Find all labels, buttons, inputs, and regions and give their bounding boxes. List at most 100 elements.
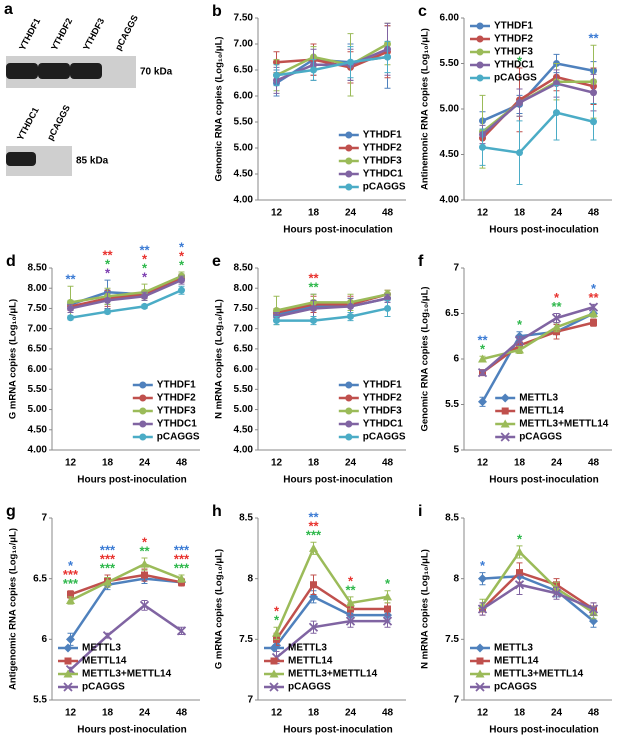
legend-label: YTHDF3: [494, 47, 533, 58]
size-marker: 85 kDa: [76, 156, 109, 167]
legend-label: METTL14: [519, 406, 564, 417]
series-line: [70, 276, 183, 308]
y-tick-label: 8.5: [239, 513, 253, 524]
y-axis-label: Antigenomic RNA copies (Log₁₀/μL): [8, 528, 19, 690]
marker: [382, 616, 393, 626]
legend-label: METTL3: [519, 393, 558, 404]
series-line: [481, 305, 594, 374]
significance: ***: [100, 560, 116, 575]
y-axis-label: Genomic RNA copies (Log₁₀/μL): [214, 36, 225, 181]
significance: ***: [100, 551, 116, 566]
marker: [177, 574, 186, 583]
marker: [551, 588, 562, 598]
legend-label: METTL3+METTL14: [519, 419, 609, 430]
legend-label: pCAGGS: [363, 432, 406, 443]
legend-marker: [139, 381, 147, 389]
legend-label: pCAGGS: [494, 73, 537, 84]
series-line: [69, 577, 182, 641]
y-tick-label: 7.50: [28, 303, 48, 314]
significance: **: [477, 333, 488, 348]
x-tick-label: 12: [271, 708, 283, 719]
significance: *: [348, 573, 354, 588]
lane-label: YTHDC1: [15, 106, 41, 142]
x-tick-label: 12: [271, 208, 283, 219]
marker: [346, 598, 355, 607]
marker: [514, 336, 525, 346]
y-axis-label: G mRNA copies (Log₁₀/μL): [214, 549, 225, 669]
legend-marker: [345, 183, 353, 191]
panel-letter: g: [6, 503, 16, 520]
significance: *: [179, 239, 185, 254]
x-tick-label: 18: [102, 708, 114, 719]
legend-label: YTHDF3: [363, 406, 402, 417]
significance: *: [517, 53, 523, 68]
marker: [551, 313, 562, 323]
legend-label: METTL3: [82, 643, 121, 654]
marker: [345, 616, 356, 626]
y-tick-label: 5.50: [234, 117, 254, 128]
series-line: [276, 307, 388, 322]
blot-band: [70, 63, 102, 79]
series-line: [481, 62, 594, 122]
marker: [102, 631, 113, 641]
x-tick-label: 18: [308, 208, 320, 219]
significance: ***: [100, 542, 116, 557]
series-line: [70, 573, 182, 596]
legend-label: YTHDF2: [363, 393, 402, 404]
series-line: [275, 619, 388, 659]
legend-marker: [345, 420, 353, 428]
y-tick-label: 5.50: [28, 384, 48, 395]
marker: [310, 304, 317, 312]
series: [477, 302, 599, 378]
y-tick-label: 4.00: [28, 445, 48, 456]
x-tick-label: 24: [139, 708, 151, 719]
legend-marker: [476, 22, 484, 30]
legend-label: YTHDF3: [157, 406, 196, 417]
marker: [477, 368, 488, 378]
y-tick-label: 4.50: [28, 424, 48, 435]
x-axis-label: Hours post-inoculation: [77, 475, 186, 486]
marker: [384, 53, 391, 61]
x-tick-label: 48: [588, 458, 600, 469]
y-tick-label: 6.00: [440, 13, 460, 24]
y-axis-label: N mRNA copies (Log₁₀/μL): [214, 299, 225, 419]
legend-label: METTL3: [494, 643, 533, 654]
series-line: [481, 75, 594, 139]
blot-band: [6, 152, 36, 166]
series-line: [276, 293, 388, 312]
y-tick-label: 8.00: [28, 283, 48, 294]
y-tick-label: 5.00: [234, 404, 254, 415]
significance: **: [139, 543, 150, 558]
y-tick-label: 7.50: [234, 13, 254, 24]
x-tick-label: 12: [65, 458, 77, 469]
significance: ***: [174, 542, 190, 557]
legend-label: YTHDF1: [363, 380, 402, 391]
marker: [104, 308, 111, 316]
x-tick-label: 48: [176, 458, 188, 469]
y-tick-label: 4.50: [234, 169, 254, 180]
x-tick-label: 18: [514, 458, 526, 469]
significance: **: [308, 519, 319, 534]
legend-marker: [500, 419, 510, 428]
legend-marker: [345, 433, 353, 441]
significance: *: [142, 534, 148, 549]
x-tick-label: 24: [551, 708, 563, 719]
marker: [347, 302, 354, 310]
marker: [590, 89, 597, 97]
series: [67, 285, 185, 322]
y-tick-label: 6: [453, 354, 459, 365]
marker: [273, 317, 280, 325]
series-line: [276, 55, 388, 77]
legend-marker: [345, 144, 353, 152]
series-line: [69, 603, 183, 671]
y-tick-label: 7.00: [234, 323, 254, 334]
x-tick-label: 12: [65, 708, 77, 719]
y-tick-label: 7.00: [234, 39, 254, 50]
legend-marker: [345, 381, 353, 389]
y-tick-label: 5: [453, 445, 459, 456]
legend-label: YTHDF2: [363, 143, 402, 154]
significance: **: [345, 582, 356, 597]
marker: [67, 304, 74, 312]
y-tick-label: 8: [247, 573, 253, 584]
series: [66, 557, 186, 605]
